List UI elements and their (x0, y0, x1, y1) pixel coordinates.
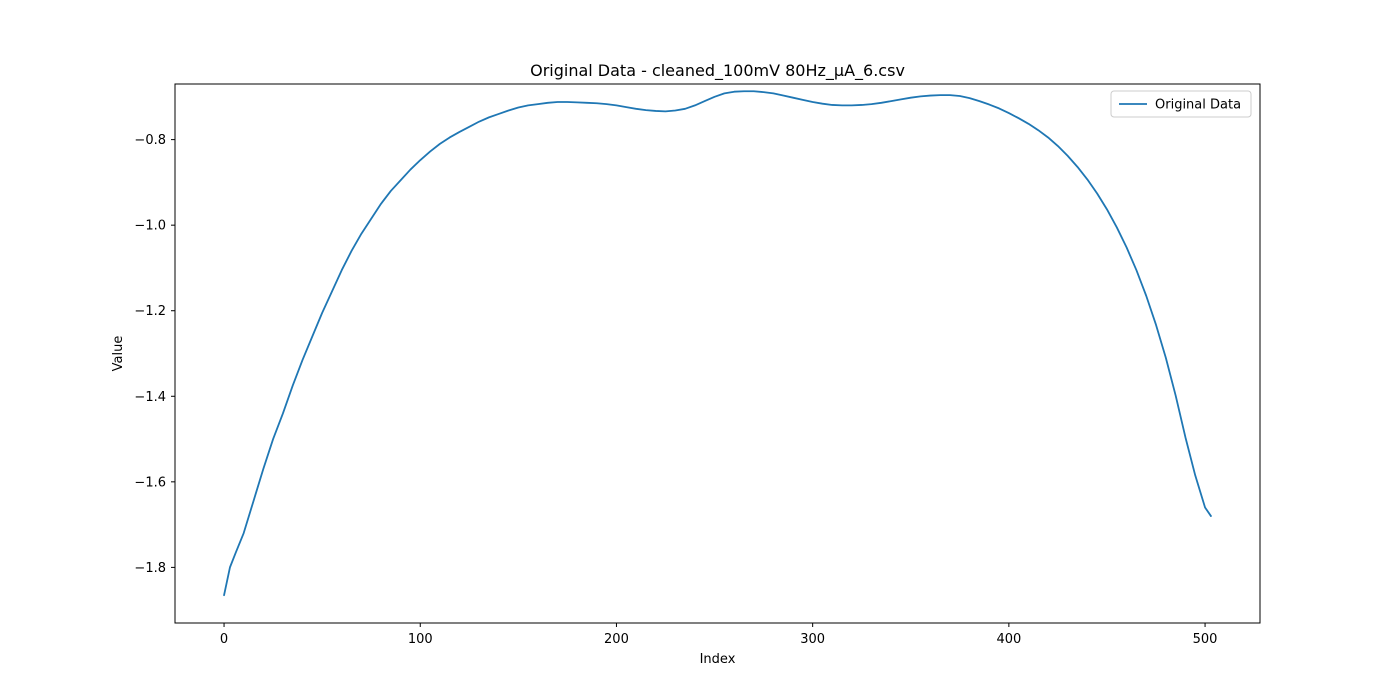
legend: Original Data (1110, 90, 1252, 118)
y-tick-label: −1.6 (134, 475, 166, 490)
x-tick-label: 0 (220, 632, 228, 647)
plot-frame (174, 83, 1261, 624)
x-axis: 0 100 200 300 400 500 (220, 623, 1218, 647)
legend-box (1110, 90, 1252, 118)
legend-label: Original Data (1155, 98, 1241, 113)
chart-title: Original Data - cleaned_100mV 80Hz_µA_6.… (530, 61, 905, 81)
x-tick-label: 100 (408, 632, 433, 647)
x-axis-label: Index (700, 652, 736, 667)
series-layer (223, 90, 1212, 597)
x-tick-label: 400 (996, 632, 1021, 647)
y-tick-label: −1.0 (134, 219, 166, 234)
x-tick-label: 300 (800, 632, 825, 647)
y-tick-label: −1.4 (134, 390, 166, 405)
y-tick-label: −1.2 (134, 304, 166, 319)
x-tick-label: 500 (1193, 632, 1218, 647)
x-tick-label: 200 (604, 632, 629, 647)
y-axis-label: Value (111, 336, 126, 372)
y-axis: −1.8 −1.6 −1.4 −1.2 −1.0 −0.8 (134, 133, 175, 576)
y-tick-label: −0.8 (134, 133, 166, 148)
y-tick-label: −1.8 (134, 561, 166, 576)
series-line (223, 90, 1212, 597)
